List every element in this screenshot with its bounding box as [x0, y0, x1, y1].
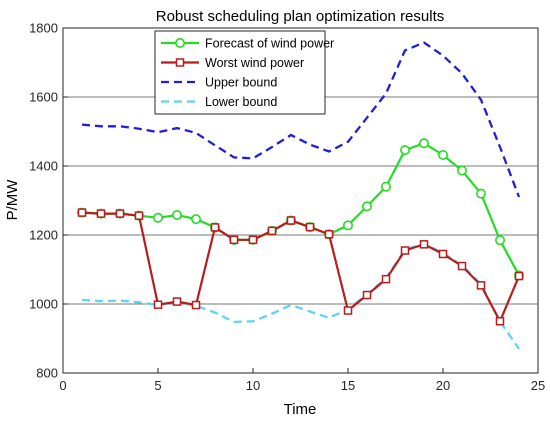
forecast-point — [172, 209, 183, 220]
worst-point — [476, 281, 486, 290]
legend-marker — [175, 58, 185, 67]
legend-label-3: Lower bound — [205, 95, 277, 109]
worst-point — [210, 223, 220, 232]
y-tick-label: 1000 — [29, 297, 58, 312]
worst-point — [191, 300, 201, 310]
worst-point — [324, 230, 334, 239]
legend-label-1: Worst wind power — [205, 56, 304, 70]
forecast-point — [494, 235, 505, 246]
y-tick-label: 1600 — [29, 90, 58, 105]
chart-title: Robust scheduling plan optimization resu… — [156, 8, 445, 25]
worst-point — [305, 222, 315, 232]
worst-point — [153, 300, 163, 309]
forecast-point — [191, 214, 202, 225]
legend-label-0: Forecast of wind power — [205, 37, 334, 51]
worst-point — [96, 209, 106, 218]
forecast-point — [153, 212, 164, 223]
x-axis-label: Time — [284, 401, 317, 418]
worst-point — [381, 274, 391, 284]
x-tick-label: 0 — [59, 378, 66, 393]
worst-point — [495, 317, 505, 326]
y-tick-label: 1800 — [29, 21, 58, 36]
worst-point — [457, 261, 467, 271]
x-tick-label: 10 — [246, 378, 260, 393]
forecast-point — [380, 181, 391, 192]
y-tick-label: 1400 — [29, 159, 58, 174]
series-group — [77, 41, 524, 350]
forecast-point — [456, 165, 467, 176]
forecast-point — [361, 201, 372, 212]
worst-point — [362, 290, 372, 300]
legend-marker — [175, 37, 186, 48]
x-tick-label: 5 — [154, 378, 161, 393]
worst-point — [343, 306, 353, 315]
worst-point — [419, 240, 429, 249]
worst-point — [248, 235, 258, 245]
forecast-point — [475, 188, 486, 199]
forecast-point — [399, 145, 410, 156]
worst-point — [229, 235, 239, 245]
x-tick-label: 25 — [531, 378, 545, 393]
worst-point — [77, 208, 87, 217]
forecast-point — [437, 149, 448, 160]
worst-point — [172, 297, 182, 306]
legend-label-2: Upper bound — [205, 76, 277, 90]
y-axis-label: P/MW — [4, 179, 21, 221]
axes: 0 5 10 15 20 25 800 1000 1200 1400 1600 1800 — [29, 21, 545, 394]
forecast-point — [342, 220, 353, 231]
worst-point — [438, 249, 448, 259]
worst-point — [267, 226, 277, 236]
worst-point — [400, 246, 410, 255]
worst-point — [514, 271, 524, 281]
series-line-2 — [81, 41, 521, 198]
y-tick-label: 1200 — [29, 228, 58, 243]
worst-point — [115, 209, 125, 218]
legend: Forecast of wind power Worst wind power Up… — [154, 30, 334, 115]
x-tick-label: 20 — [436, 378, 450, 393]
x-tick-label: 15 — [341, 378, 355, 393]
worst-point — [286, 216, 296, 225]
y-tick-label: 800 — [36, 366, 58, 381]
worst-point — [134, 211, 144, 220]
forecast-point — [418, 138, 429, 149]
